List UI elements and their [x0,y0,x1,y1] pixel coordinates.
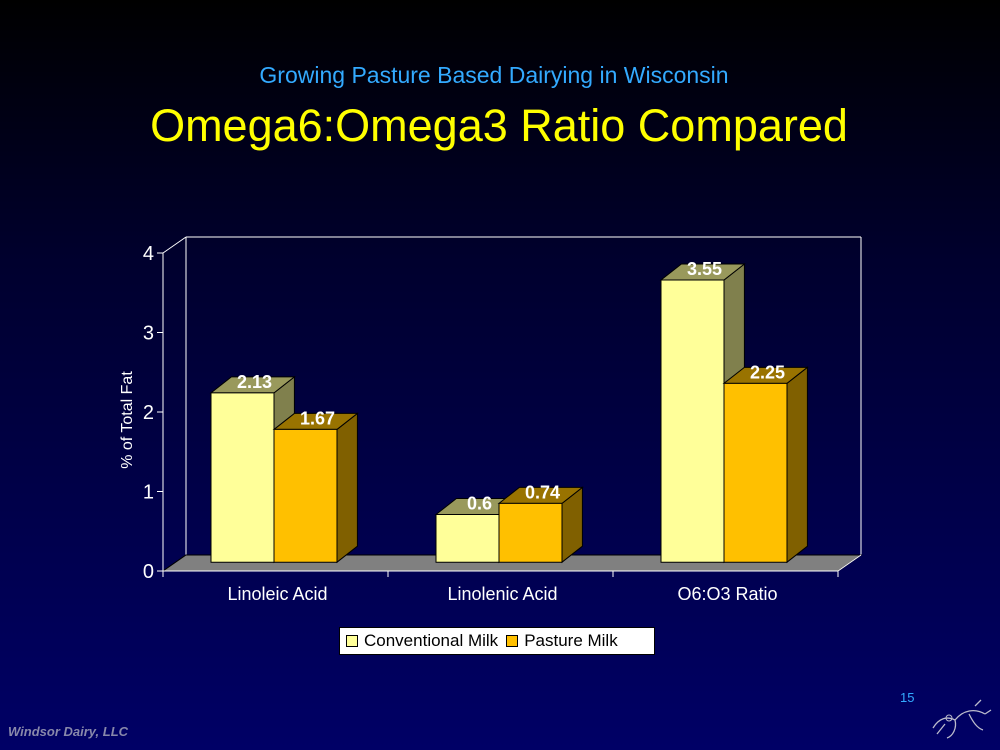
legend-label-conventional: Conventional Milk [364,631,499,650]
legend-label-pasture: Pasture Milk [524,631,618,650]
slide-title: Omega6:Omega3 Ratio Compared [150,100,848,151]
bar-value-label: 2.13 [237,372,272,392]
chart-legend: Conventional Milk Pasture Milk [339,627,655,655]
legend-swatch-conventional [346,635,358,647]
legend-item-conventional: Conventional Milk [346,631,498,651]
bar-pasture [722,366,809,564]
legend-item-pasture: Pasture Milk [506,631,618,651]
x-category-label: Linoleic Acid [227,584,327,604]
bar-side-face [786,366,808,564]
bar-side-face [336,412,358,564]
bar-front-face [498,502,563,563]
slide-subtitle: Growing Pasture Based Dairying in Wiscon… [259,62,729,88]
y-axis-label: % of Total Fat [119,371,136,469]
bar-value-label: 1.67 [300,408,335,428]
y-tick-label: 3 [143,323,154,345]
y-tick-label: 4 [143,243,154,265]
legend-swatch-pasture [506,635,519,647]
x-axis-depth [837,554,862,572]
x-category-label: Linolenic Acid [447,584,557,604]
y-tick-label: 0 [143,561,154,583]
bar-front-face [273,428,338,563]
y-tick-label: 2 [143,402,154,424]
bar-front-face [435,514,500,563]
x-category-label: O6:O3 Ratio [677,584,777,604]
bar-value-label: 0.6 [467,494,492,514]
bar-pasture [497,486,584,564]
bar-front-face [723,382,788,563]
bar-pasture [272,412,359,564]
bar-front-face [210,392,275,563]
bar-value-label: 0.74 [525,482,560,502]
footer-company: Windsor Dairy, LLC [8,724,129,739]
cow-sketch-logo [932,699,992,739]
page-number: 15 [900,690,915,705]
y-tick-label: 1 [143,482,154,504]
bar-front-face [660,279,725,563]
bar-value-label: 3.55 [687,259,722,279]
bar-value-label: 2.25 [750,362,785,382]
y-axis-top-depth [162,236,187,254]
